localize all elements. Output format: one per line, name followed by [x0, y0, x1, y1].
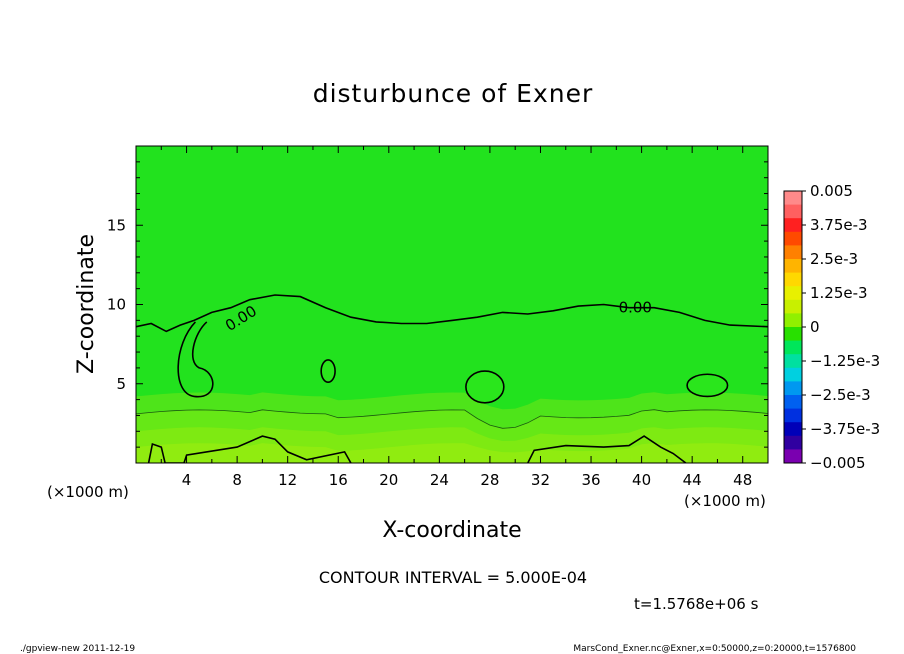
colorbar-swatch [784, 191, 802, 206]
zero-contour-cell-1 [465, 370, 505, 404]
colorbar-label: −3.75e-3 [810, 420, 880, 438]
x-tick-label: 24 [430, 471, 449, 489]
colorbar-swatch [784, 259, 802, 274]
x-tick-label: 28 [480, 471, 499, 489]
colorbar-label: 0.005 [810, 182, 853, 200]
x-unit-label-right: (×1000 m) [684, 492, 766, 510]
colorbar-label: 1.25e-3 [810, 284, 868, 302]
colorbar-swatch [784, 340, 802, 355]
x-tick-label: 36 [581, 471, 600, 489]
colorbar-swatch [784, 327, 802, 342]
y-axis-label: Z-coordinate [74, 234, 99, 374]
x-tick-label: 44 [683, 471, 702, 489]
colorbar-swatch [784, 218, 802, 233]
colorbar-swatch [784, 204, 802, 219]
x-tick-label: 20 [379, 471, 398, 489]
x-tick-label: 16 [329, 471, 348, 489]
x-tick-label: 12 [278, 471, 297, 489]
colorbar-swatch [784, 435, 802, 450]
colorbar-swatch [784, 354, 802, 369]
colorbar-label: 2.5e-3 [810, 250, 858, 268]
contour-line-thin [136, 409, 768, 429]
colorbar-swatch [784, 299, 802, 314]
footer-right: MarsCond_Exner.nc@Exner,x=0:50000,z=0:20… [573, 644, 856, 654]
x-tick-label: 8 [232, 471, 242, 489]
zero-contour-bottom-left [147, 435, 352, 463]
colorbar-label: −2.5e-3 [810, 386, 871, 404]
colorbar-swatch [784, 367, 802, 382]
colorbar-label: 3.75e-3 [810, 216, 868, 234]
chart-title: disturbunce of Exner [313, 79, 594, 108]
colorbar-swatch [784, 313, 802, 328]
colorbar-swatch [784, 245, 802, 260]
footer-left: ./gpview-new 2011-12-19 [20, 644, 135, 654]
colorbar-swatch [784, 422, 802, 437]
contour-label-2: 0.00 [619, 298, 652, 316]
band-4 [136, 443, 768, 463]
colorbar-swatch [784, 286, 802, 301]
contour-interval-text: CONTOUR INTERVAL = 5.000E-04 [319, 568, 587, 587]
colorbar-swatch [784, 449, 802, 464]
y-tick-label: 10 [107, 296, 126, 314]
colorbar-swatch [784, 231, 802, 246]
colorbar-label: 0 [810, 318, 820, 336]
colorbar-label: −1.25e-3 [810, 352, 880, 370]
zero-contour-cell-3 [320, 359, 336, 383]
x-tick-label: 40 [632, 471, 651, 489]
colorbar-swatch [784, 272, 802, 287]
zero-contour-left-lobe [177, 321, 214, 398]
x-unit-label-left: (×1000 m) [47, 483, 129, 501]
time-text: t=1.5768e+06 s [634, 595, 759, 613]
colorbar-label: −0.005 [810, 454, 866, 472]
zero-contour-main [136, 294, 768, 333]
x-tick-label: 32 [531, 471, 550, 489]
colorbar: 0.005 3.75e-3 2.5e-3 1.25e-3 0 −1.25e-3 −2.5e-… [783, 182, 880, 472]
zero-contour-bottom-right [527, 435, 687, 463]
colorbar-swatch [784, 395, 802, 410]
x-tick-label: 48 [733, 471, 752, 489]
y-tick-label: 5 [116, 375, 126, 393]
colorbar-swatch [784, 381, 802, 396]
x-axis-label: X-coordinate [382, 518, 521, 543]
x-tick-label: 4 [182, 471, 192, 489]
zero-contour-cell-2 [686, 373, 729, 398]
y-tick-label: 15 [107, 216, 126, 234]
colorbar-swatch [784, 408, 802, 423]
